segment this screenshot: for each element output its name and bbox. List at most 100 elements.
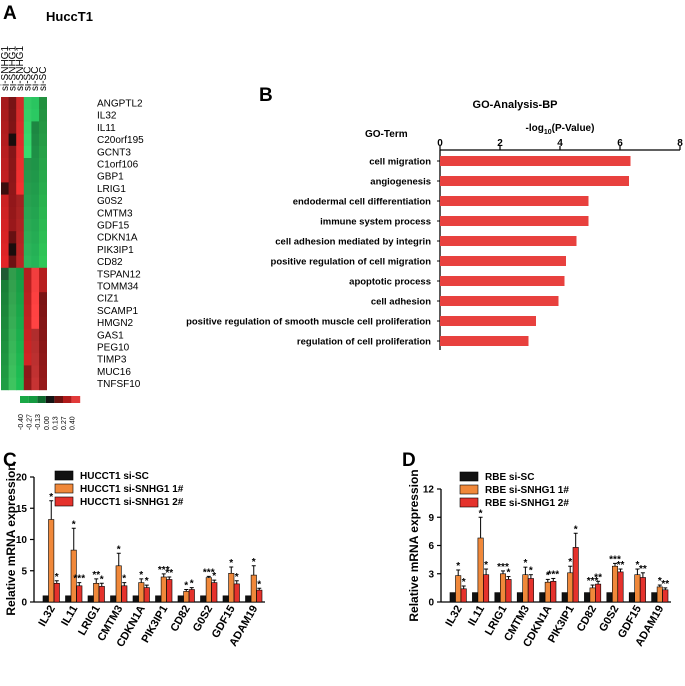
heatmap-gene-label: HMGN2	[97, 318, 134, 329]
heatmap-cell	[8, 133, 17, 147]
y-tick-label: 20	[16, 473, 28, 484]
go-category-label: apoptotic process	[349, 277, 431, 288]
go-category-label: angiogenesis	[370, 177, 431, 188]
heatmap-gene-label: TOMM34	[97, 282, 139, 293]
significance-marker: *	[479, 508, 483, 519]
legend-label: HUCCT1 si-SC	[80, 471, 149, 482]
significance-marker: **	[594, 572, 602, 583]
heatmap-cell	[39, 267, 47, 281]
heatmap-cell	[16, 267, 25, 281]
panel-c-label: C	[3, 450, 17, 471]
bar	[250, 574, 257, 603]
bar	[155, 595, 162, 603]
go-xaxis-label: -log10(P-Value)	[526, 123, 595, 136]
go-bar	[440, 296, 559, 306]
color-key-tick: -0.13	[35, 414, 42, 430]
heatmap-cell	[39, 158, 47, 171]
heatmap-cell	[1, 109, 9, 122]
panel-a-label: A	[3, 3, 17, 24]
heatmap-cell	[1, 341, 9, 354]
heatmap-cell	[8, 109, 17, 122]
heatmap-cell	[8, 231, 17, 244]
heatmap-cell	[31, 206, 40, 220]
significance-marker: *	[574, 524, 578, 535]
bar	[477, 537, 484, 603]
heatmap-cell	[23, 292, 32, 305]
go-category-label: cell migration	[369, 157, 431, 168]
bar	[634, 574, 641, 603]
bar	[662, 589, 669, 603]
heatmap-cell	[16, 353, 25, 366]
heatmap-cell	[31, 182, 40, 195]
significance-marker: **	[92, 570, 100, 581]
heatmap-cell	[39, 328, 47, 342]
bar	[138, 582, 145, 603]
legend-swatch	[54, 496, 74, 507]
bar	[76, 585, 83, 603]
bar	[561, 592, 568, 603]
go-category-label: cell adhesion	[371, 297, 431, 308]
heatmap-cell	[16, 182, 25, 195]
go-bar	[440, 196, 589, 206]
heatmap-cell	[23, 170, 32, 183]
significance-marker: ***	[158, 565, 170, 576]
go-category-label: positive regulation of cell migration	[271, 257, 432, 268]
heatmap-cell	[16, 170, 25, 183]
bar	[483, 574, 490, 603]
heatmap-cell	[1, 182, 9, 195]
heatmap-cell	[16, 316, 25, 330]
bar	[65, 595, 72, 603]
go-yaxis-label: GO-Term	[365, 129, 408, 140]
legend-label: RBE si-SNHG1 2#	[485, 498, 569, 509]
bar	[628, 592, 635, 603]
bar	[572, 547, 579, 603]
significance-marker: *	[484, 560, 488, 571]
y-tick-label: 15	[16, 504, 28, 515]
bar	[177, 595, 184, 603]
panel-d-label: D	[402, 450, 416, 471]
go-bar	[440, 336, 529, 346]
heatmap-cell	[23, 158, 32, 171]
bar	[539, 592, 546, 603]
heatmap-cell	[16, 133, 25, 147]
heatmap-cell	[16, 97, 25, 110]
heatmap-cell	[23, 255, 32, 269]
bar	[200, 595, 207, 603]
panel-b-label: B	[259, 85, 273, 106]
heatmap-cell	[8, 353, 17, 366]
heatmap-cell	[16, 145, 25, 159]
heatmap-cell	[1, 145, 9, 159]
heatmap-cell	[8, 97, 17, 110]
heatmap-cell	[39, 109, 47, 122]
heatmap-cell	[8, 267, 17, 281]
bar	[499, 573, 506, 603]
heatmap-cell	[1, 206, 9, 220]
go-bar	[440, 236, 577, 246]
heatmap-cell	[39, 365, 47, 378]
heatmap-gene-label: GAS1	[97, 330, 124, 341]
legend-swatch	[459, 484, 479, 495]
heatmap-gene-label: GBP1	[97, 172, 124, 183]
legend-swatch	[54, 483, 74, 494]
heatmap-gene-label: G0S2	[97, 196, 123, 207]
significance-marker: *	[184, 581, 188, 592]
heatmap-cell	[1, 280, 9, 293]
significance-marker: **	[617, 560, 625, 571]
heatmap-gene-label: TNFSF10	[97, 379, 141, 390]
significance-marker: ***	[497, 562, 509, 573]
heatmap-cell	[16, 121, 25, 134]
heatmap-cell	[31, 133, 40, 147]
heatmap-gene-label: CDKN1A	[97, 233, 138, 244]
heatmap-cell	[39, 353, 47, 366]
significance-marker: **	[639, 564, 647, 575]
legend-swatch	[54, 470, 74, 481]
bar	[544, 581, 551, 603]
go-bar	[440, 256, 566, 266]
heatmap-cell	[16, 231, 25, 244]
category-label: CD82	[575, 604, 599, 634]
heatmap-sample-label: si-SC	[30, 67, 41, 91]
significance-marker: *	[117, 544, 121, 555]
heatmap-gene-label: GDF15	[97, 221, 130, 232]
significance-marker: *	[462, 577, 466, 588]
